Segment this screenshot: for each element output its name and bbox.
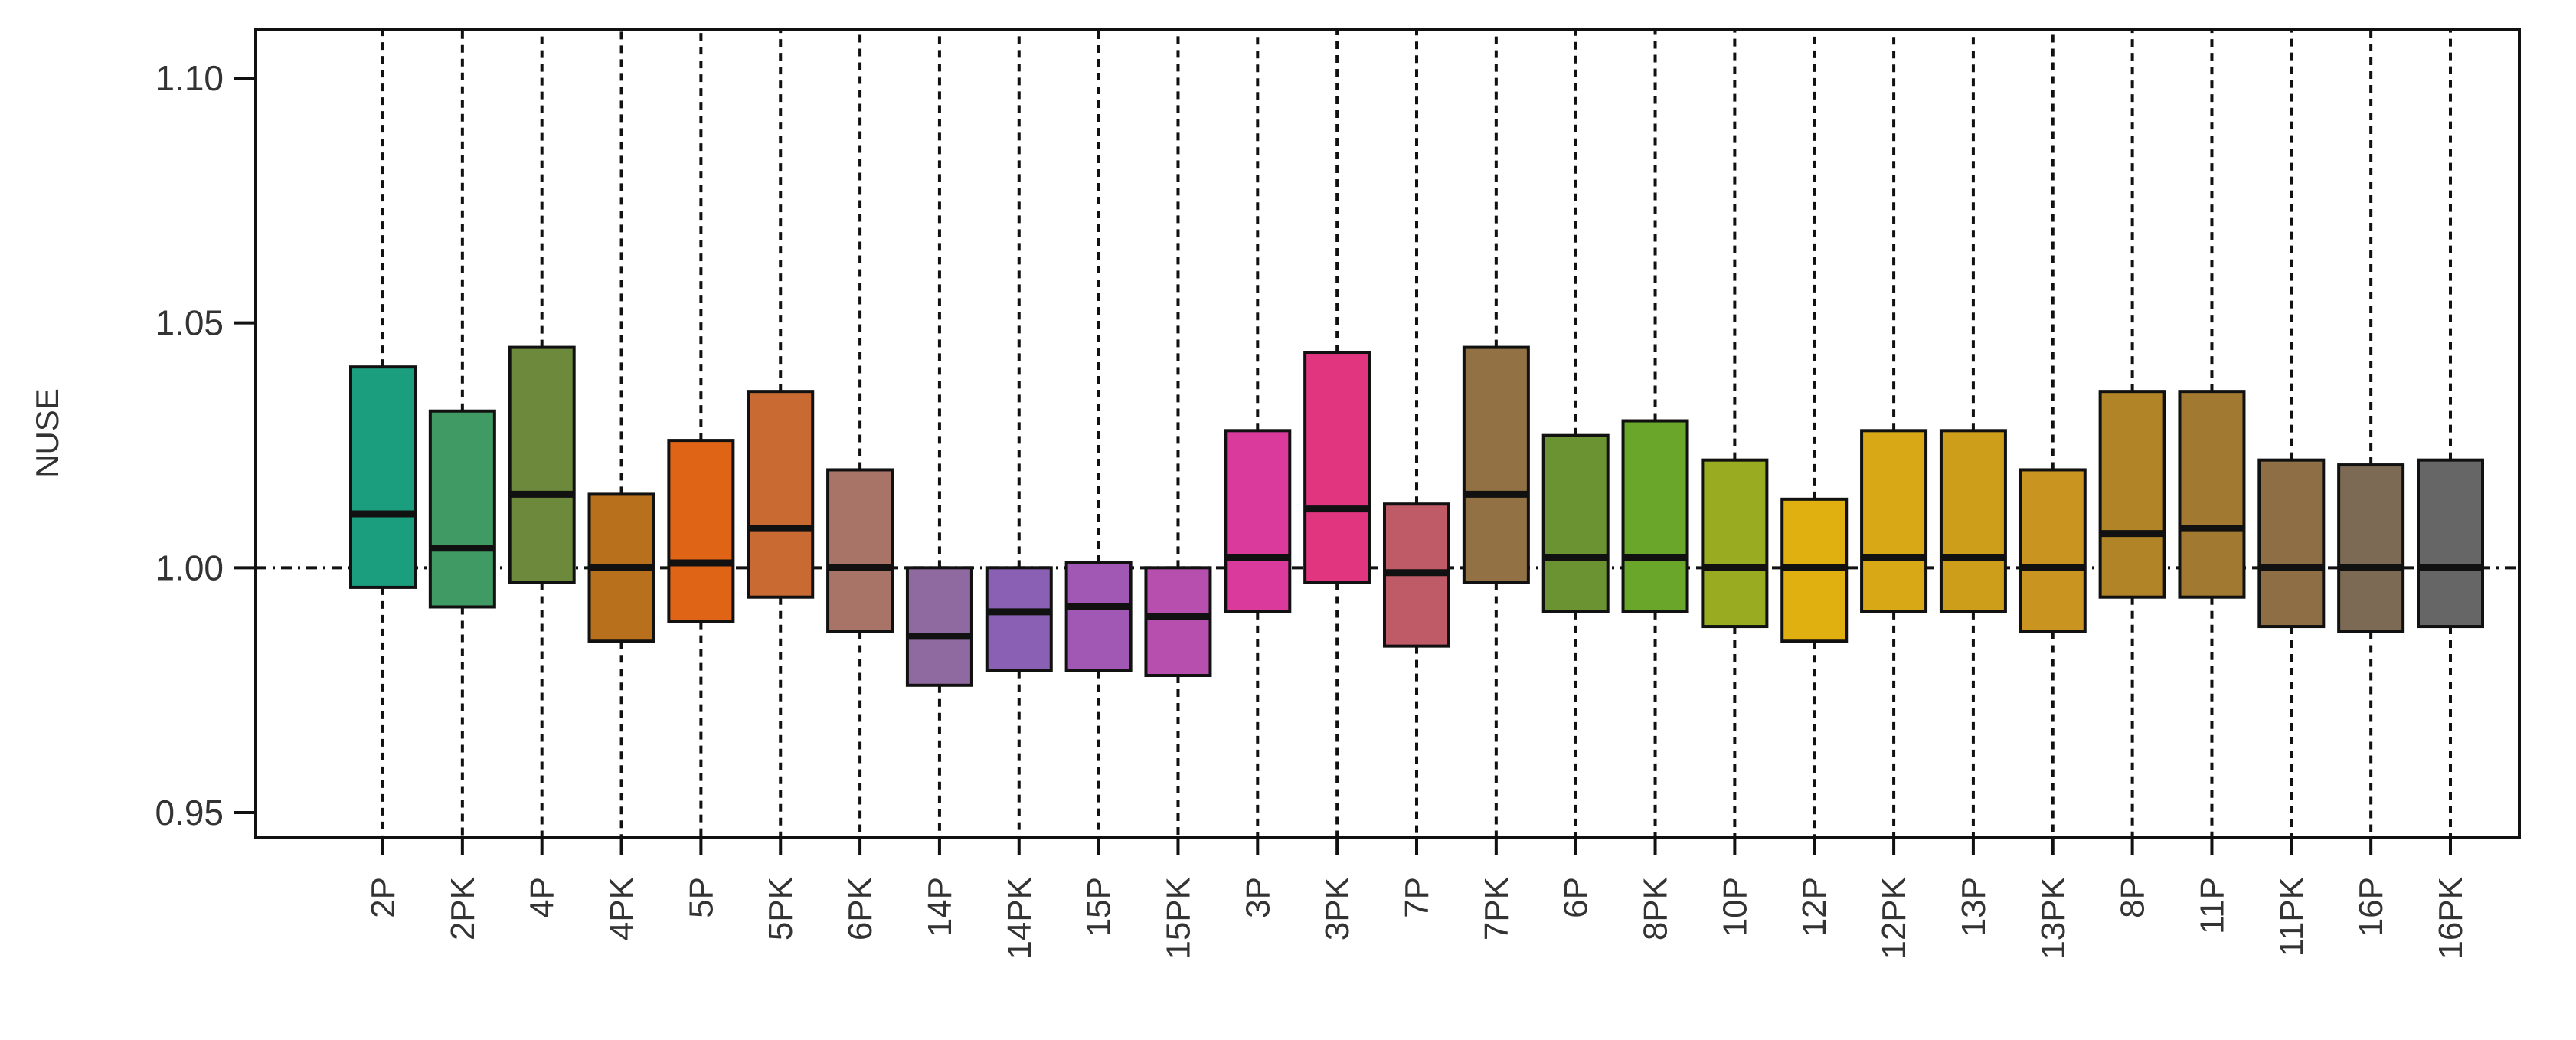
box: [2257, 458, 2326, 629]
x-tick-label: 8PK: [1637, 877, 1675, 940]
y-tick-label: 1.05: [155, 303, 224, 343]
x-tick-label: 6PK: [842, 877, 879, 940]
x-tick-label: 16P: [2352, 877, 2390, 937]
x-tick-label: 12PK: [1875, 877, 1913, 960]
x-tick-label: 16PK: [2432, 877, 2470, 960]
box: [508, 345, 576, 584]
box: [2019, 468, 2087, 633]
box: [1701, 458, 1769, 629]
box: [1541, 433, 1610, 613]
x-tick-label: 13P: [1955, 877, 1992, 937]
x-tick-label: 15PK: [1159, 877, 1197, 960]
x-tick-label: 11PK: [2273, 877, 2310, 957]
x-tick-label: 3PK: [1319, 877, 1356, 940]
plot-frame: [254, 28, 2521, 839]
x-tick-label: 12P: [1796, 877, 1833, 937]
boxes: [349, 345, 2484, 687]
box: [826, 468, 894, 633]
x-tick-label: 2PK: [444, 877, 482, 940]
x-tick-label: 5P: [682, 877, 720, 918]
box: [428, 409, 496, 609]
whiskers: [381, 29, 2452, 837]
box: [667, 439, 735, 623]
x-axis: 2P 2PK 4P 4PK 5P 5PK 6PK 14P 14PK 15P 15PK 3P 3PK 7P 7…: [364, 837, 2470, 960]
box: [2098, 390, 2166, 599]
box: [1064, 561, 1133, 672]
box: [985, 566, 1053, 672]
x-tick-label: 7P: [1398, 877, 1436, 918]
box: [1462, 345, 1530, 584]
box: [905, 566, 973, 687]
box: [1621, 419, 1689, 613]
box: [1860, 429, 1928, 613]
y-tick-label: 1.00: [155, 548, 224, 587]
x-tick-label: 11P: [2193, 877, 2231, 934]
box: [2178, 390, 2246, 599]
y-tick-label: 0.95: [155, 793, 224, 832]
x-tick-label: 15P: [1080, 877, 1118, 937]
x-tick-label: 4P: [524, 877, 561, 918]
x-tick-label: 4PK: [603, 877, 641, 940]
box: [1939, 429, 2007, 613]
x-tick-label: 14P: [921, 877, 959, 937]
box: [349, 365, 417, 589]
box: [2417, 458, 2484, 629]
box: [1224, 429, 1292, 613]
x-tick-label: 13PK: [2035, 877, 2072, 960]
x-tick-label: 6P: [1558, 877, 1595, 918]
y-axis: 0.95 1.00 1.05 1.10: [155, 58, 256, 832]
y-axis-label: NUSE: [29, 388, 65, 478]
box: [1144, 566, 1212, 677]
y-tick-label: 1.10: [155, 58, 224, 98]
x-tick-label: 8P: [2114, 877, 2152, 918]
x-tick-label: 2P: [364, 877, 402, 918]
box: [1303, 351, 1371, 584]
x-tick-label: 7PK: [1478, 877, 1515, 940]
box: [2337, 463, 2405, 633]
x-tick-label: 10P: [1716, 877, 1754, 937]
x-tick-label: 3P: [1239, 877, 1277, 918]
x-tick-label: 14PK: [1001, 877, 1038, 960]
box: [747, 390, 815, 599]
x-tick-label: 5PK: [762, 877, 799, 940]
